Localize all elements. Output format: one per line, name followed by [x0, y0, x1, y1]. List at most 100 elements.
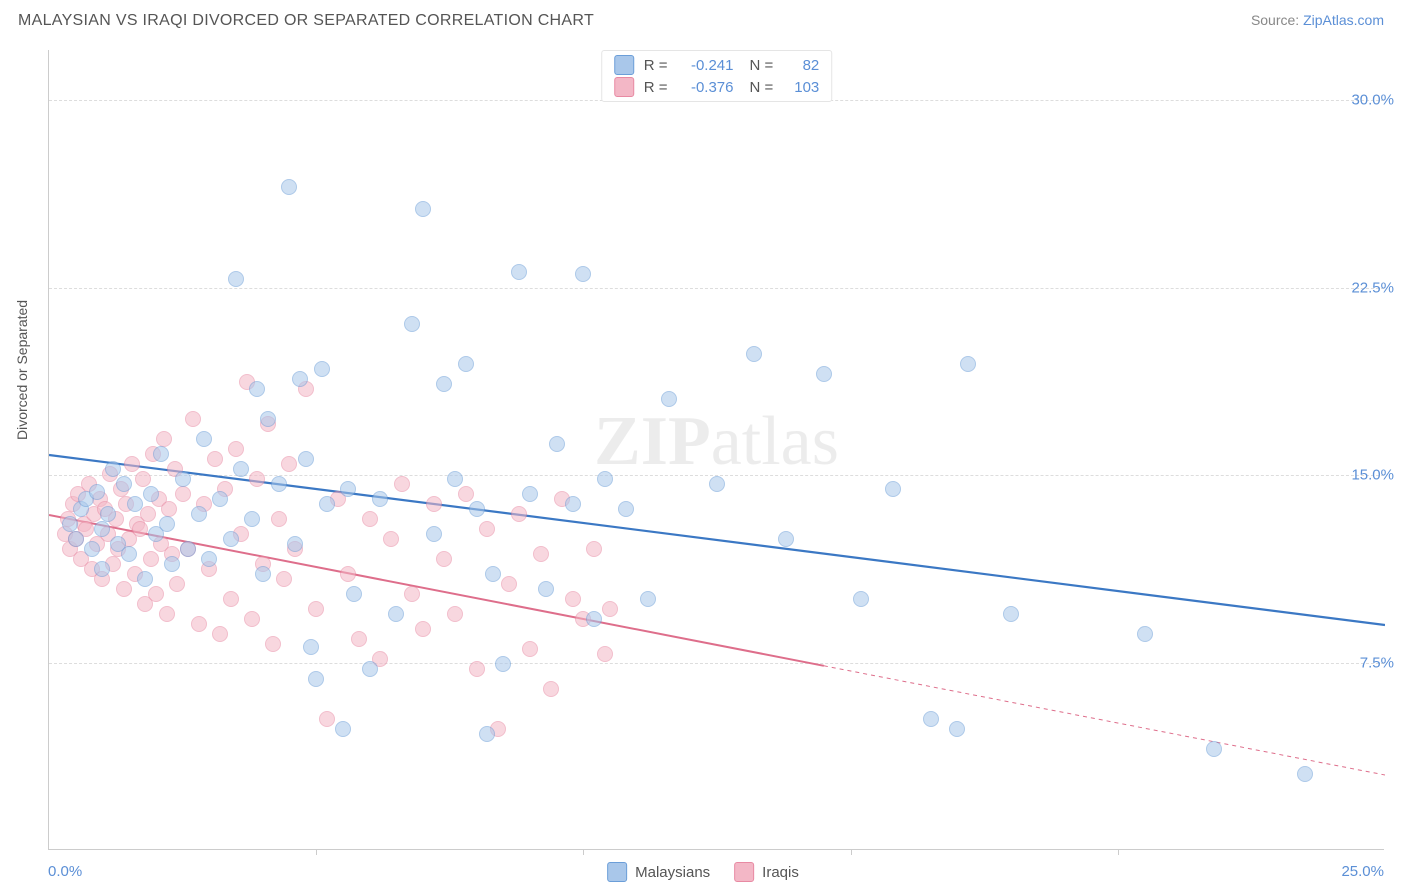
data-point	[362, 511, 378, 527]
data-point	[597, 471, 613, 487]
data-point	[244, 511, 260, 527]
data-point	[276, 571, 292, 587]
data-point	[485, 566, 501, 582]
r-label: R =	[644, 79, 668, 96]
data-point	[1003, 606, 1019, 622]
data-point	[255, 566, 271, 582]
data-point	[426, 496, 442, 512]
data-point	[394, 476, 410, 492]
r-label: R =	[644, 57, 668, 74]
data-point	[436, 376, 452, 392]
data-point	[175, 486, 191, 502]
data-point	[533, 546, 549, 562]
data-point	[778, 531, 794, 547]
source-link[interactable]: ZipAtlas.com	[1303, 12, 1384, 28]
data-point	[501, 576, 517, 592]
data-point	[212, 626, 228, 642]
data-point	[140, 506, 156, 522]
data-point	[212, 491, 228, 507]
data-point	[124, 456, 140, 472]
trend-lines	[49, 50, 1385, 850]
gridline-h	[49, 288, 1384, 289]
data-point	[185, 411, 201, 427]
data-point	[137, 571, 153, 587]
data-point	[89, 484, 105, 500]
data-point	[960, 356, 976, 372]
data-point	[260, 411, 276, 427]
data-point	[249, 471, 265, 487]
data-point	[388, 606, 404, 622]
data-point	[602, 601, 618, 617]
source-prefix: Source:	[1251, 12, 1303, 28]
data-point	[233, 461, 249, 477]
data-point	[853, 591, 869, 607]
data-point	[340, 481, 356, 497]
data-point	[127, 496, 143, 512]
data-point	[169, 576, 185, 592]
data-point	[415, 201, 431, 217]
data-point	[135, 471, 151, 487]
data-point	[923, 711, 939, 727]
legend-label-malaysians: Malaysians	[635, 864, 710, 881]
data-point	[121, 546, 137, 562]
data-point	[164, 556, 180, 572]
y-tick-label: 22.5%	[1351, 279, 1394, 296]
data-point	[148, 586, 164, 602]
y-tick-label: 15.0%	[1351, 467, 1394, 484]
data-point	[1297, 766, 1313, 782]
legend-swatch	[614, 77, 634, 97]
data-point	[161, 501, 177, 517]
correlation-row: R = -0.241 N = 82	[614, 55, 820, 75]
data-point	[538, 581, 554, 597]
data-point	[362, 661, 378, 677]
data-point	[223, 591, 239, 607]
data-point	[479, 726, 495, 742]
y-tick-label: 30.0%	[1351, 92, 1394, 109]
x-tick	[316, 849, 317, 855]
data-point	[469, 501, 485, 517]
data-point	[308, 601, 324, 617]
data-point	[116, 476, 132, 492]
legend-swatch-malaysians	[607, 862, 627, 882]
legend-swatch-iraqis	[734, 862, 754, 882]
scatter-plot: ZIPatlas R =-0.241N =82R =-0.376N =103	[48, 50, 1384, 850]
data-point	[287, 536, 303, 552]
chart-source: Source: ZipAtlas.com	[1251, 12, 1384, 28]
data-point	[281, 456, 297, 472]
x-tick	[1118, 849, 1119, 855]
data-point	[228, 441, 244, 457]
data-point	[271, 476, 287, 492]
legend-label-iraqis: Iraqis	[762, 864, 799, 881]
chart-title: MALAYSIAN VS IRAQI DIVORCED OR SEPARATED…	[18, 12, 594, 30]
legend-bottom: Malaysians Iraqis	[607, 862, 799, 882]
data-point	[522, 641, 538, 657]
gridline-h	[49, 663, 1384, 664]
watermark-zip: ZIP	[594, 403, 711, 480]
n-label: N =	[750, 57, 774, 74]
data-point	[661, 391, 677, 407]
legend-item-malaysians: Malaysians	[607, 862, 710, 882]
data-point	[351, 631, 367, 647]
n-value: 82	[783, 57, 819, 74]
data-point	[244, 611, 260, 627]
data-point	[281, 179, 297, 195]
data-point	[618, 501, 634, 517]
data-point	[495, 656, 511, 672]
data-point	[175, 471, 191, 487]
data-point	[565, 496, 581, 512]
data-point	[94, 561, 110, 577]
data-point	[265, 636, 281, 652]
x-tick	[851, 849, 852, 855]
data-point	[447, 471, 463, 487]
data-point	[116, 581, 132, 597]
r-value: -0.241	[678, 57, 734, 74]
data-point	[949, 721, 965, 737]
data-point	[586, 611, 602, 627]
trendline-extrap-iraqis	[824, 666, 1385, 775]
r-value: -0.376	[678, 79, 734, 96]
data-point	[597, 646, 613, 662]
data-point	[223, 531, 239, 547]
data-point	[404, 586, 420, 602]
watermark: ZIPatlas	[594, 402, 839, 482]
data-point	[543, 681, 559, 697]
